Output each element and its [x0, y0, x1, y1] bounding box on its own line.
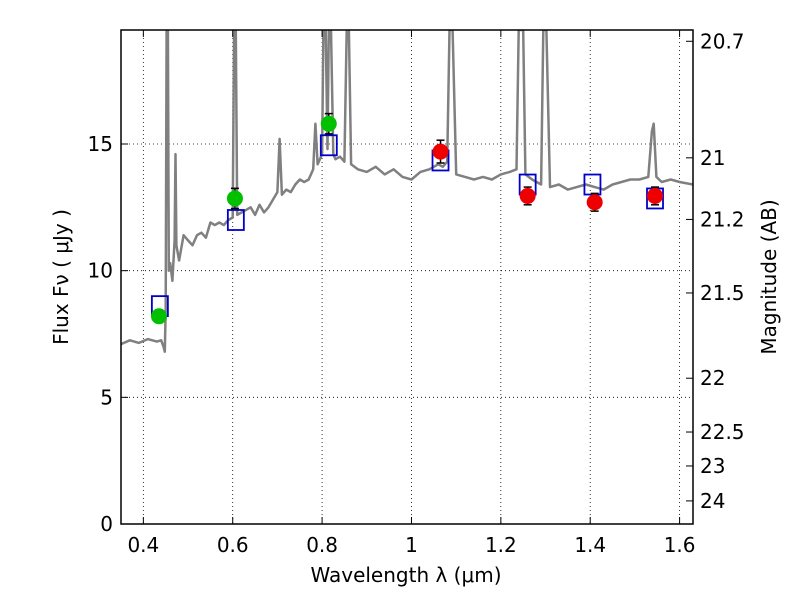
- y2-axis-ticks: 20.7 21 21.2 21.5 22 22.5 23 24: [686, 29, 745, 513]
- photometry-point-1: [226, 187, 243, 210]
- x-tick-label-6: 1.6: [664, 533, 696, 557]
- y-tick-label-3: 15: [88, 132, 113, 156]
- photometry-marker-5: [586, 194, 603, 211]
- photometry-point-2: [320, 112, 337, 135]
- y2-tick-label-5: 22.5: [700, 420, 745, 444]
- x-tick-label-5: 1.4: [574, 533, 606, 557]
- photometry-layer: [150, 112, 664, 325]
- photometry-point-5: [586, 192, 603, 212]
- x-axis-ticks: 0.4 0.6 0.8 1 1.2 1.4 1.6: [127, 30, 696, 557]
- x-tick-label-0: 0.4: [127, 533, 159, 557]
- x-tick-label-4: 1.2: [485, 533, 517, 557]
- y2-tick-label-3: 21.5: [700, 281, 745, 305]
- photometry-marker-1: [226, 190, 243, 207]
- photometry-point-4: [519, 186, 536, 206]
- model-point-2: [319, 134, 338, 157]
- photometry-point-0: [150, 308, 167, 325]
- y-tick-label-1: 5: [100, 385, 113, 409]
- y2-tick-label-1: 21: [700, 146, 725, 170]
- grid-lines: [121, 30, 693, 525]
- y-tick-label-0: 0: [100, 512, 113, 536]
- plot-frame: [120, 29, 694, 525]
- y-axis-label: Flux Fν ( μJy ): [49, 209, 73, 345]
- spectrum-layer: [121, 30, 693, 353]
- y2-tick-label-0: 20.7: [700, 29, 745, 53]
- model-point-5: [583, 173, 602, 196]
- photometry-point-3: [432, 139, 449, 164]
- x-tick-label-2: 0.8: [306, 533, 338, 557]
- x-axis-label: Wavelength λ (μm): [310, 563, 501, 587]
- spectrum-line: [121, 30, 693, 353]
- y-tick-label-2: 10: [88, 259, 113, 283]
- photometry-marker-6: [647, 187, 664, 204]
- y2-tick-label-7: 24: [700, 489, 725, 513]
- model-points-layer: [150, 134, 664, 318]
- y2-axis-label: Magnitude (AB): [757, 199, 781, 354]
- y-axis-ticks: 0 5 10 15: [88, 132, 128, 536]
- model-point-1: [226, 209, 245, 231]
- x-tick-label-1: 0.6: [217, 533, 249, 557]
- x-tick-label-3: 1: [405, 533, 418, 557]
- photometry-marker-2: [320, 115, 337, 132]
- photometry-marker-3: [432, 143, 449, 160]
- y2-tick-label-6: 23: [700, 454, 725, 478]
- photometry-marker-4: [519, 187, 536, 204]
- y2-tick-label-4: 22: [700, 366, 725, 390]
- photometry-marker-0: [150, 308, 167, 325]
- y2-tick-label-2: 21.2: [700, 207, 745, 231]
- photometry-point-6: [647, 186, 664, 206]
